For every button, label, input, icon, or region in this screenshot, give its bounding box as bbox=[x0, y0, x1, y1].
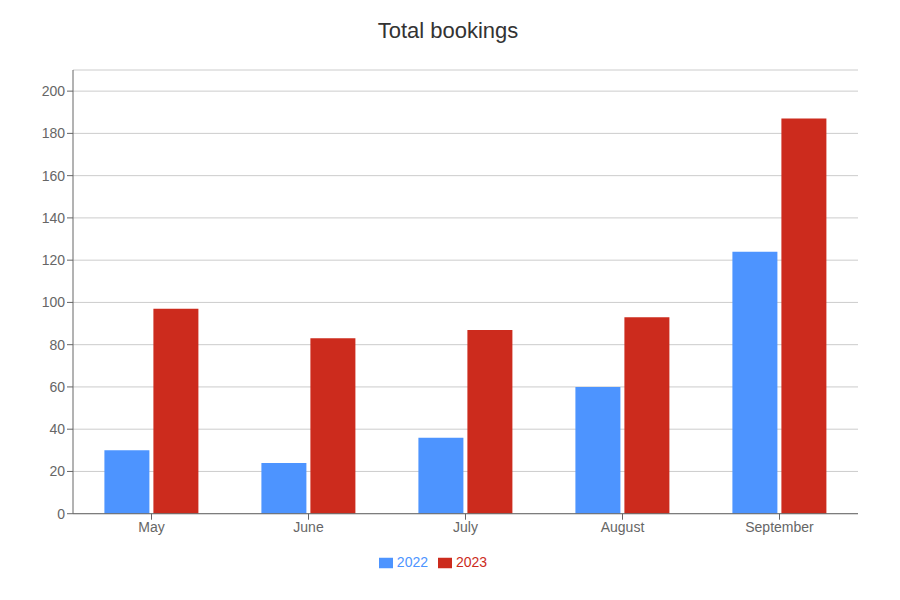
svg-text:60: 60 bbox=[49, 379, 65, 395]
svg-text:140: 140 bbox=[42, 210, 66, 226]
svg-text:120: 120 bbox=[42, 252, 66, 268]
html-text:Total bookings: Total bookings bbox=[377, 18, 519, 43]
svg-text:September: September bbox=[745, 519, 814, 535]
svg-text:40: 40 bbox=[49, 421, 65, 437]
html-text:2023: 2023 bbox=[456, 553, 488, 570]
svg-text:0: 0 bbox=[57, 506, 65, 522]
svg-text:160: 160 bbox=[42, 168, 66, 184]
svg-text:June: June bbox=[293, 519, 324, 535]
svg-text:August: August bbox=[601, 519, 645, 535]
svg-text:May: May bbox=[138, 519, 164, 535]
svg-text:July: July bbox=[453, 519, 478, 535]
svg-text:180: 180 bbox=[42, 125, 66, 141]
svg-text:20: 20 bbox=[49, 463, 65, 479]
html-text:2022: 2022 bbox=[396, 553, 428, 570]
svg-text:80: 80 bbox=[49, 337, 65, 353]
svg-text:200: 200 bbox=[42, 83, 66, 99]
svg-text:100: 100 bbox=[42, 294, 66, 310]
